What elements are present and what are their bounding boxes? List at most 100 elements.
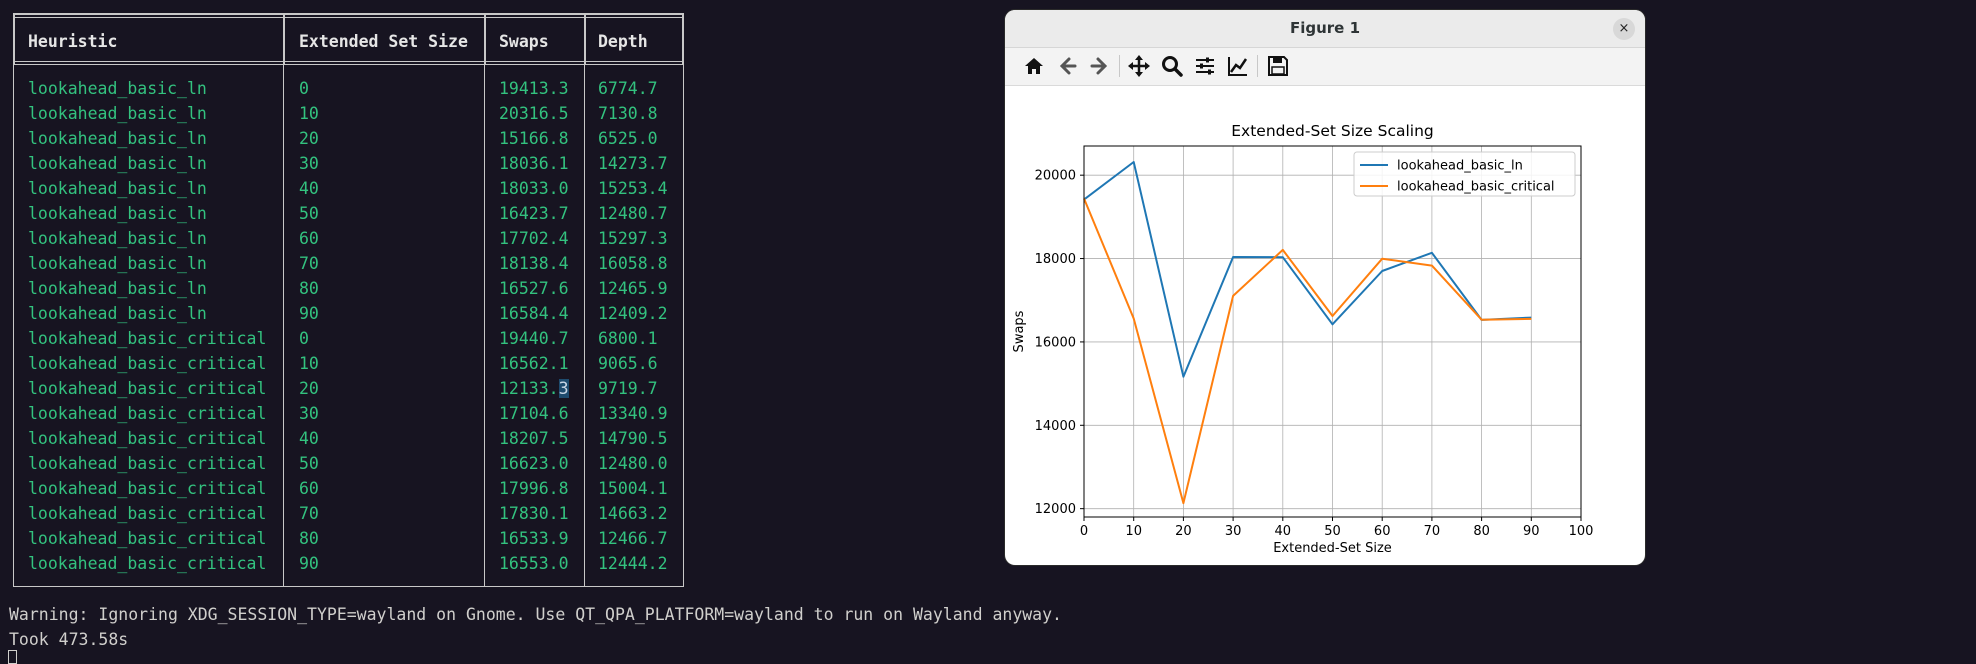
cell-depth: 9065.6 (598, 354, 658, 373)
x-tick-label: 10 (1125, 524, 1142, 539)
cell-heuristic: lookahead_basic_critical (28, 529, 267, 548)
cell-extended-set-size: 90 (299, 554, 319, 573)
cell-heuristic: lookahead_basic_critical (28, 504, 267, 523)
window-titlebar[interactable]: Figure 1 × (1005, 10, 1645, 48)
figure-window: Figure 1 × (1005, 10, 1645, 565)
series-line-lookahead_basic_ln (1083, 161, 1532, 378)
subplots-icon (1196, 57, 1214, 75)
cell-depth: 12409.2 (598, 304, 668, 323)
y-tick-label: 14000 (1035, 419, 1076, 434)
y-tick-label: 12000 (1035, 502, 1076, 517)
cell-heuristic: lookahead_basic_ln (28, 154, 207, 173)
series-line-lookahead_basic_critical (1083, 198, 1532, 505)
legend-box (1353, 151, 1576, 197)
cell-swaps: 20316.5 (499, 104, 569, 123)
cell-depth: 12465.9 (598, 279, 668, 298)
cell-extended-set-size: 50 (299, 454, 319, 473)
cell-depth: 6774.7 (598, 79, 658, 98)
forward-button[interactable] (1087, 53, 1113, 79)
save-button[interactable] (1265, 53, 1291, 79)
cell-extended-set-size: 60 (299, 479, 319, 498)
cell-extended-set-size: 60 (299, 229, 319, 248)
cell-extended-set-size: 80 (299, 279, 319, 298)
cell-depth: 9719.7 (598, 379, 658, 398)
cell-extended-set-size: 90 (299, 304, 319, 323)
zoom-button[interactable] (1159, 53, 1185, 79)
cell-swaps: 16527.6 (499, 279, 569, 298)
x-tick-label: 50 (1324, 524, 1341, 539)
back-button[interactable] (1054, 53, 1080, 79)
zoom-icon (1162, 56, 1183, 77)
forward-icon (1090, 57, 1108, 75)
cell-depth: 13340.9 (598, 404, 668, 423)
cell-depth: 15297.3 (598, 229, 668, 248)
cell-swaps: 16562.1 (499, 354, 569, 373)
toolbar-separator-2 (1257, 55, 1258, 77)
table-border-bottom (13, 586, 684, 587)
cell-heuristic: lookahead_basic_ln (28, 129, 207, 148)
cell-heuristic: lookahead_basic_critical (28, 454, 267, 473)
cell-extended-set-size: 10 (299, 104, 319, 123)
customize-icon (1228, 57, 1248, 76)
cell-depth: 16058.8 (598, 254, 668, 273)
x-tick-label: 80 (1473, 524, 1490, 539)
cell-depth: 14663.2 (598, 504, 668, 523)
toolbar-separator (1119, 55, 1120, 77)
col-divider-3-head (584, 13, 586, 65)
customize-button[interactable] (1225, 53, 1251, 79)
cell-depth: 14273.7 (598, 154, 668, 173)
y-tick-label: 20000 (1035, 169, 1076, 184)
plot-canvas[interactable]: 0 10 20 30 40 50 60 70 80 90 100 12000 14000 16000 180… (1005, 86, 1645, 565)
header-heuristic: Heuristic (28, 32, 118, 51)
cell-depth: 6800.1 (598, 329, 658, 348)
table-border-left-head (13, 13, 15, 65)
cell-heuristic: lookahead_basic_ln (28, 104, 207, 123)
cell-extended-set-size: 0 (299, 329, 309, 348)
cell-heuristic: lookahead_basic_critical (28, 554, 267, 573)
header-depth: Depth (598, 32, 648, 51)
col-divider-1 (283, 65, 284, 587)
cell-depth: 15004.1 (598, 479, 668, 498)
col-divider-3 (584, 65, 585, 587)
x-axis-label: Extended-Set Size (1273, 541, 1392, 556)
home-icon (1025, 58, 1043, 74)
cell-swaps: 19440.7 (499, 329, 569, 348)
table-border-top-inner (13, 17, 684, 18)
x-tick-label: 100 (1569, 524, 1594, 539)
cell-swaps: 15166.8 (499, 129, 569, 148)
cell-heuristic: lookahead_basic_ln (28, 79, 207, 98)
x-tick-label: 90 (1523, 524, 1540, 539)
cell-swaps: 16584.4 (499, 304, 569, 323)
cell-heuristic: lookahead_basic_critical (28, 329, 267, 348)
home-button[interactable] (1021, 53, 1047, 79)
cell-swaps: 17104.6 (499, 404, 569, 423)
cell-extended-set-size: 80 (299, 529, 319, 548)
warning-line: Warning: Ignoring XDG_SESSION_TYPE=wayla… (9, 605, 1062, 624)
matplotlib-toolbar (1005, 48, 1645, 86)
cell-heuristic: lookahead_basic_critical (28, 479, 267, 498)
cell-swaps: 18036.1 (499, 154, 569, 173)
subplots-button[interactable] (1192, 53, 1218, 79)
cell-depth: 6525.0 (598, 129, 658, 148)
cell-swaps: 16533.9 (499, 529, 569, 548)
table-border-top (13, 13, 684, 15)
cell-swaps: 17830.1 (499, 504, 569, 523)
cell-depth: 14790.5 (598, 429, 668, 448)
legend-label-lookahead_basic_ln: lookahead_basic_ln (1397, 159, 1523, 174)
timing-line: Took 473.58s (9, 630, 129, 649)
cell-extended-set-size: 40 (299, 429, 319, 448)
chart-title: Extended-Set Size Scaling (1231, 122, 1433, 140)
cell-heuristic: lookahead_basic_ln (28, 279, 207, 298)
x-tick-label: 70 (1424, 524, 1441, 539)
cell-extended-set-size: 40 (299, 179, 319, 198)
cell-depth: 15253.4 (598, 179, 668, 198)
cell-depth: 12480.0 (598, 454, 668, 473)
cell-heuristic: lookahead_basic_ln (28, 229, 207, 248)
pan-button[interactable] (1126, 53, 1152, 79)
y-axis-label: Swaps (1012, 310, 1027, 352)
cell-swaps: 18138.4 (499, 254, 569, 273)
close-button[interactable]: × (1613, 18, 1635, 40)
cell-swaps: 16423.7 (499, 204, 569, 223)
save-icon (1268, 56, 1288, 76)
window-title: Figure 1 (1289, 19, 1361, 37)
